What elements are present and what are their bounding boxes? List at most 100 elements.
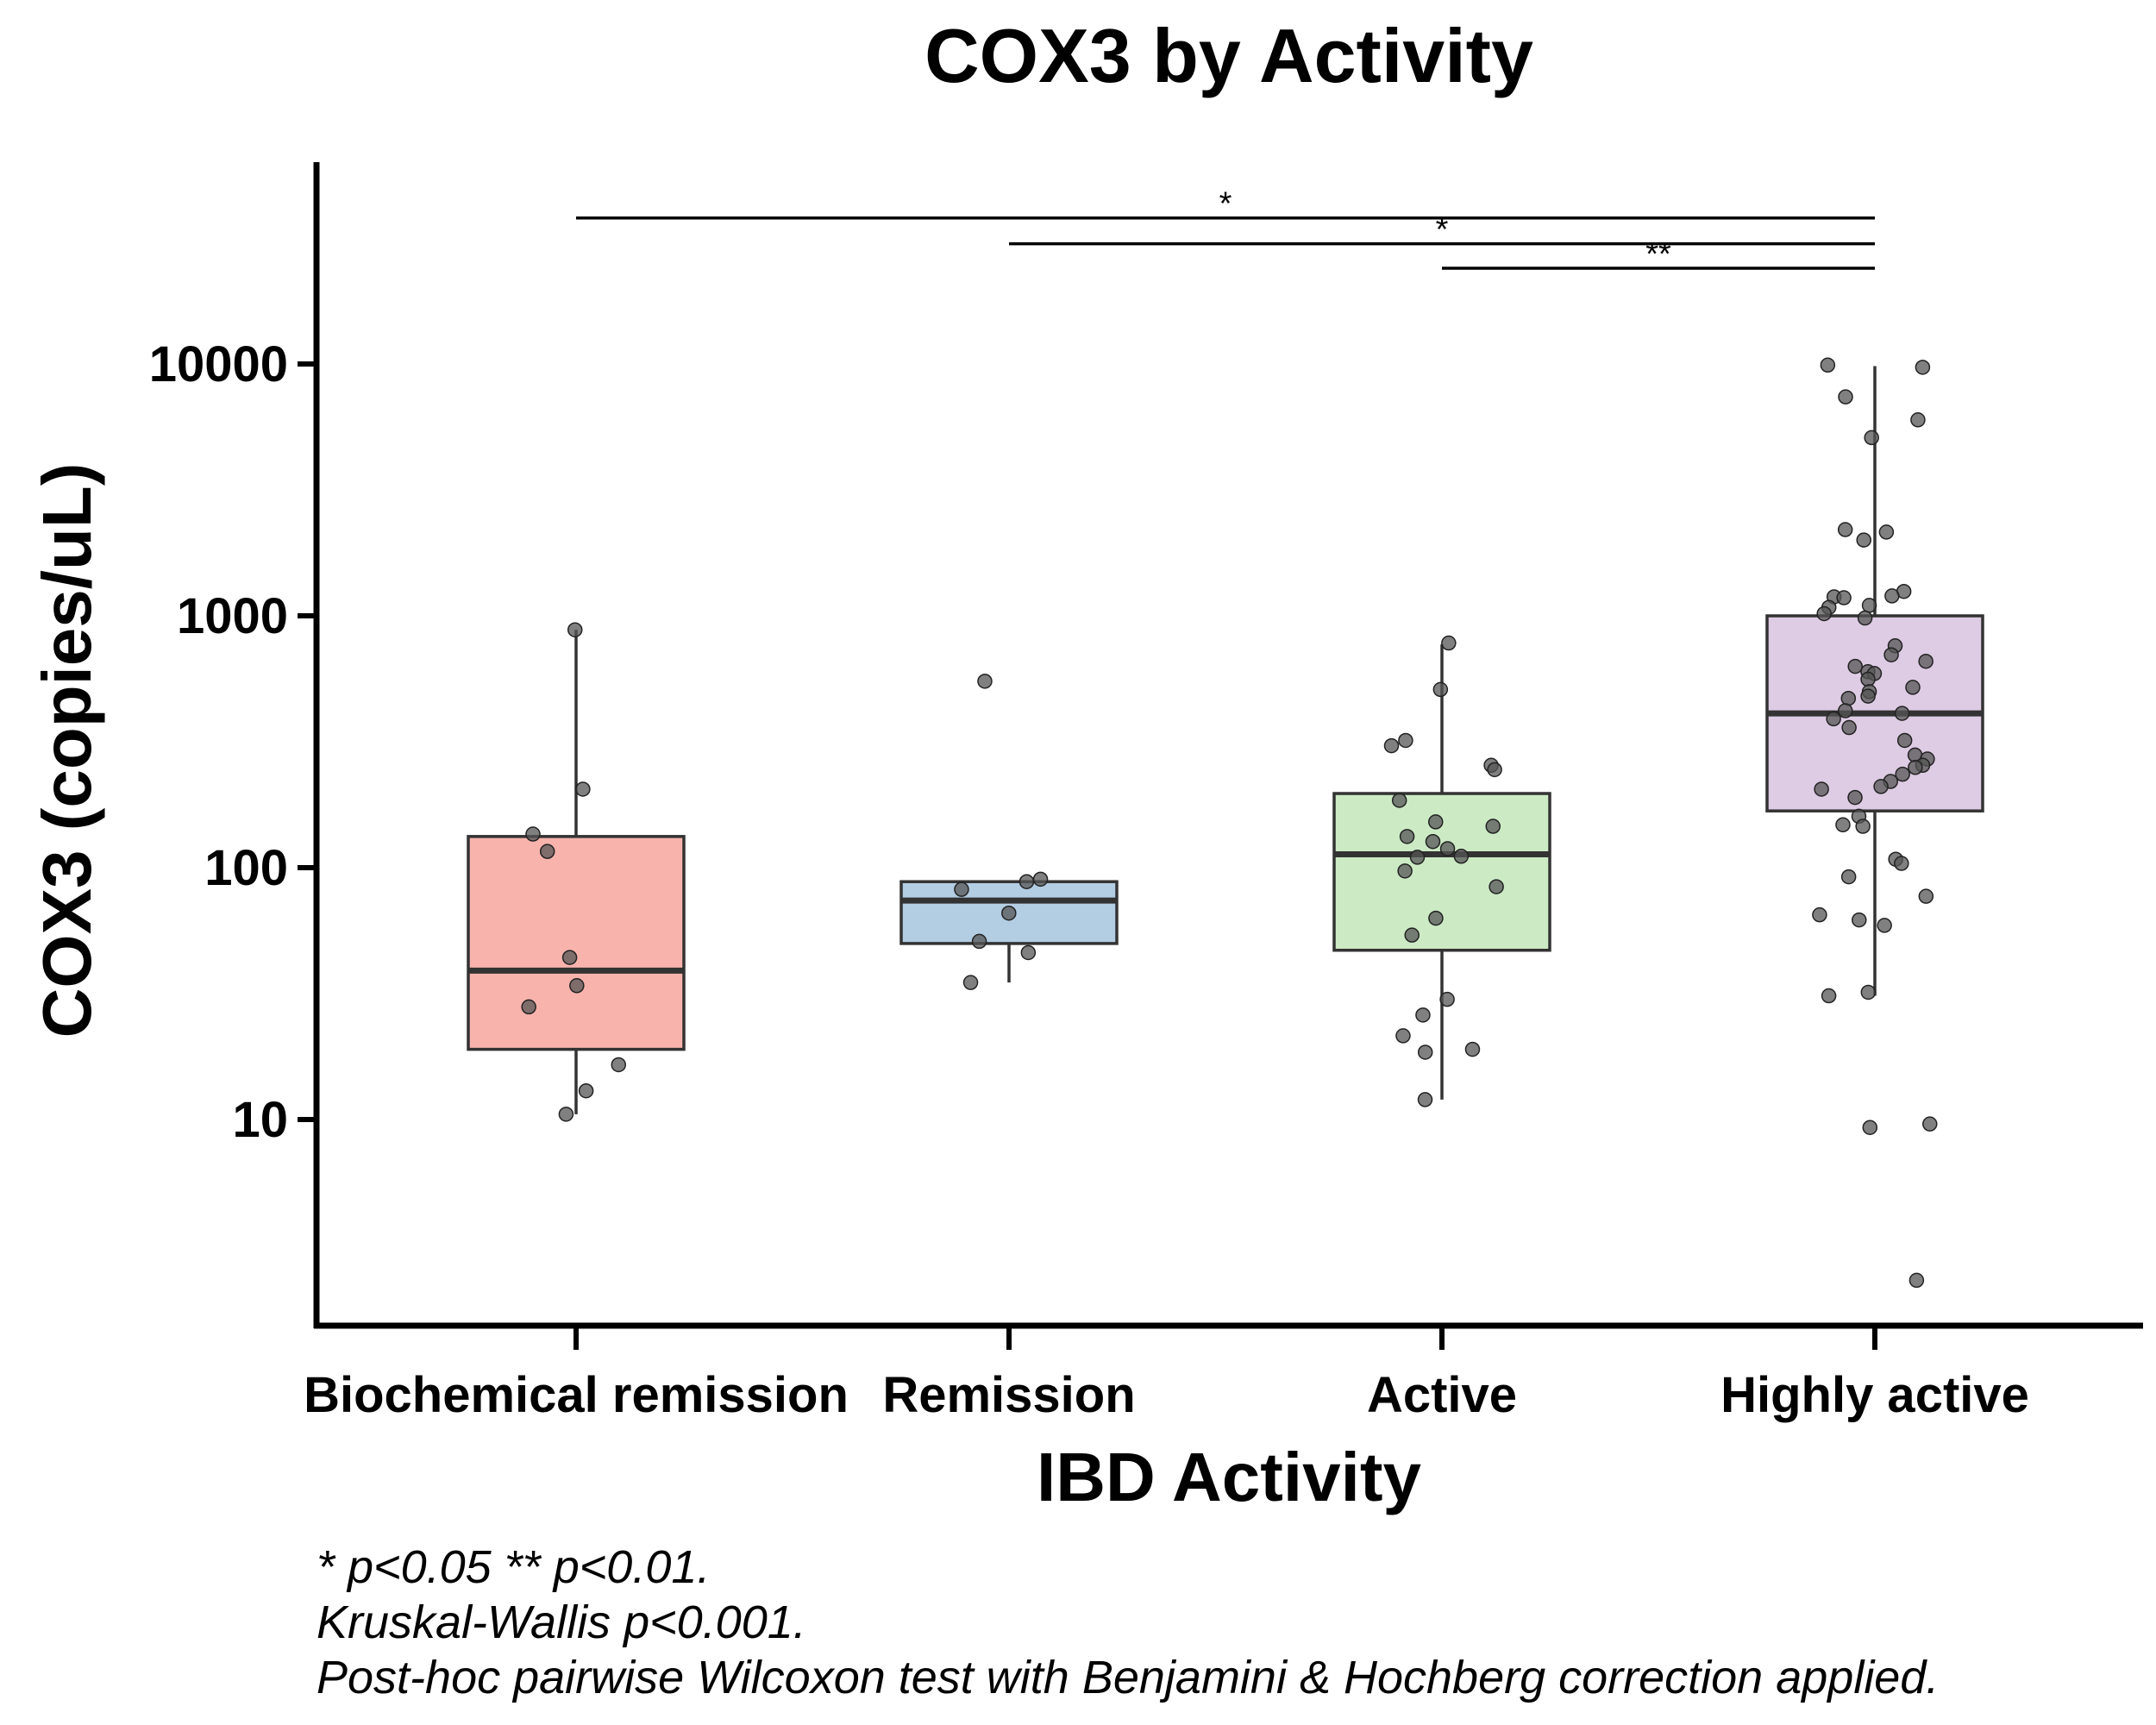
data-point xyxy=(1862,1120,1878,1135)
data-point xyxy=(1855,819,1871,834)
data-point xyxy=(1397,863,1413,879)
data-point xyxy=(1439,841,1456,856)
note-kruskal-wallis: Kruskal-Wallis p<0.001. xyxy=(317,1596,806,1648)
chart-title: COX3 by Activity xyxy=(924,13,1533,98)
data-point xyxy=(1453,849,1470,864)
data-point xyxy=(1910,412,1926,428)
significance-label: * xyxy=(1436,212,1449,248)
data-point xyxy=(569,978,585,994)
data-point xyxy=(1915,360,1931,375)
plot-area: 10 100 1000 10000 Biochemical remission Remis… xyxy=(149,162,2143,1423)
data-point xyxy=(1840,690,1857,706)
data-point xyxy=(1391,793,1407,808)
data-point xyxy=(1441,635,1457,651)
data-point xyxy=(1847,658,1863,674)
data-point xyxy=(1814,781,1829,797)
data-point xyxy=(1018,874,1035,889)
data-point xyxy=(1905,680,1921,695)
data-point xyxy=(1835,817,1851,833)
data-point xyxy=(1840,869,1857,885)
data-point xyxy=(1417,1092,1433,1107)
data-point xyxy=(1001,905,1017,921)
data-point xyxy=(1896,732,1913,749)
data-point xyxy=(567,622,583,637)
data-point xyxy=(954,881,969,897)
data-point xyxy=(611,1057,627,1073)
data-point xyxy=(575,781,591,797)
data-point xyxy=(1864,430,1879,446)
data-point xyxy=(521,999,536,1015)
data-point xyxy=(1884,588,1900,604)
data-point xyxy=(1409,850,1426,865)
data-point xyxy=(1425,833,1441,850)
data-point xyxy=(1852,912,1867,928)
data-point xyxy=(1415,1007,1431,1023)
data-point xyxy=(1485,819,1501,834)
data-point xyxy=(1836,590,1852,605)
x-axis-label: IBD Activity xyxy=(1037,1439,1422,1515)
data-point xyxy=(977,674,993,689)
data-point xyxy=(1417,1044,1433,1060)
data-point xyxy=(1439,991,1455,1007)
data-point xyxy=(1398,732,1413,749)
data-point xyxy=(578,1082,594,1099)
data-point xyxy=(1860,688,1876,704)
x-tick-label: Active xyxy=(1367,1367,1517,1423)
data-point xyxy=(1487,762,1502,778)
data-point xyxy=(1856,532,1871,548)
data-point xyxy=(1860,984,1877,1000)
data-point xyxy=(1820,357,1836,373)
data-point xyxy=(1395,1028,1411,1044)
data-point xyxy=(1877,918,1892,933)
data-point xyxy=(1032,871,1049,888)
y-tick-label: 1000 xyxy=(177,588,288,644)
data-point xyxy=(1838,389,1853,405)
data-point xyxy=(558,1107,574,1122)
data-point xyxy=(1918,888,1934,904)
x-tick-label: Biochemical remission xyxy=(304,1367,849,1423)
y-axis-label: COX3 (copies/uL) xyxy=(28,463,105,1038)
note-significance: * p<0.05 ** p<0.01. xyxy=(317,1541,711,1593)
data-point xyxy=(1428,910,1444,926)
data-point xyxy=(1816,605,1832,622)
data-point xyxy=(1838,703,1853,718)
chart-notes: * p<0.05 ** p<0.01. Kruskal-Wallis p<0.0… xyxy=(317,1540,1939,1705)
data-point xyxy=(1878,524,1895,540)
data-point xyxy=(1847,789,1863,806)
data-point xyxy=(1489,879,1504,894)
data-point xyxy=(1894,856,1909,871)
data-point xyxy=(1922,1116,1938,1132)
data-point xyxy=(1861,598,1877,613)
data-point xyxy=(1895,766,1910,782)
data-point xyxy=(1399,829,1415,844)
significance-label: * xyxy=(1219,186,1232,223)
data-point xyxy=(1821,988,1837,1004)
data-point xyxy=(1918,653,1934,669)
y-tick-label: 10000 xyxy=(149,336,288,392)
data-point xyxy=(1837,522,1853,537)
data-point xyxy=(1860,671,1876,687)
data-point xyxy=(561,950,578,965)
data-point xyxy=(1432,681,1449,698)
data-point xyxy=(1427,814,1444,830)
y-tick-label: 10 xyxy=(232,1092,288,1148)
y-tick-label: 100 xyxy=(204,840,288,896)
data-point xyxy=(1894,706,1910,721)
x-tick-label: Highly active xyxy=(1720,1367,2029,1423)
data-point xyxy=(1908,1272,1925,1289)
data-point xyxy=(1826,711,1841,727)
data-point xyxy=(1857,610,1873,626)
box-active xyxy=(1332,792,1551,952)
data-point xyxy=(1841,719,1857,736)
data-point xyxy=(1383,737,1400,754)
data-point xyxy=(1908,760,1923,775)
data-point xyxy=(1464,1041,1481,1057)
data-point xyxy=(1812,906,1827,923)
box-biochemical-remission xyxy=(467,835,686,1051)
data-point xyxy=(1883,647,1899,662)
data-point xyxy=(1404,927,1420,943)
data-point xyxy=(1020,944,1037,961)
data-point xyxy=(962,975,979,990)
data-point xyxy=(539,844,555,859)
